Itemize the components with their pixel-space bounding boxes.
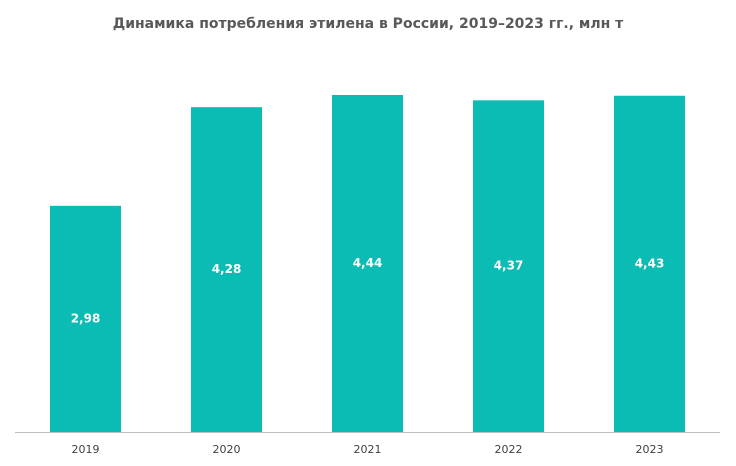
value-label: 4,28: [212, 262, 242, 276]
x-tick-label: 2019: [72, 443, 100, 456]
bar: [473, 100, 544, 433]
x-tick-label: 2023: [636, 443, 664, 456]
x-tick-label: 2022: [495, 443, 523, 456]
value-label: 4,43: [635, 256, 665, 270]
value-label: 4,37: [494, 259, 524, 273]
value-label: 4,44: [353, 256, 383, 270]
x-tick-label: 2021: [354, 443, 382, 456]
x-tick-label: 2020: [213, 443, 241, 456]
bar: [50, 205, 121, 432]
bar: [614, 95, 685, 433]
value-label: 2,98: [71, 311, 101, 325]
chart-title: Динамика потребления этилена в России, 2…: [113, 16, 624, 32]
bar: [332, 95, 403, 432]
bar: [191, 107, 262, 433]
